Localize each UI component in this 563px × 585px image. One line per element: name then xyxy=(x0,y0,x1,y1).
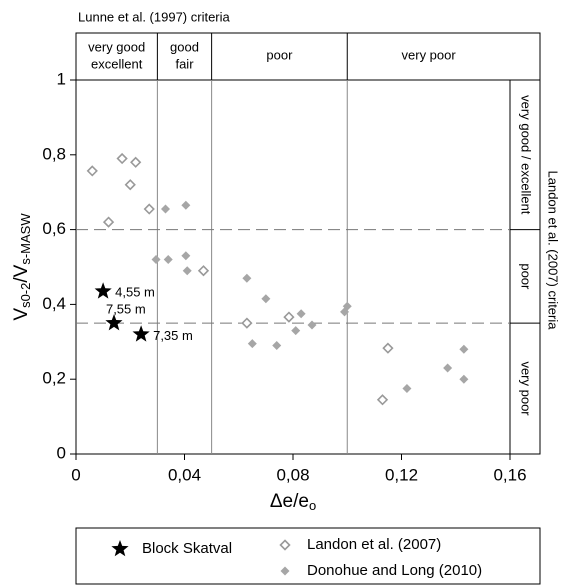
x-label-part: Δe/e xyxy=(270,491,309,512)
diamond-marker xyxy=(124,179,136,191)
zone-label: very good / excellent xyxy=(519,95,534,215)
zone-label: excellent xyxy=(91,56,143,71)
diamond-marker xyxy=(151,255,161,265)
diamond-marker xyxy=(86,165,98,177)
x-axis-label: Δe/eo xyxy=(270,491,316,513)
diamond-marker xyxy=(102,216,115,228)
legend-frame xyxy=(75,527,541,585)
diamond-marker xyxy=(382,342,394,354)
zone-label: poor xyxy=(519,263,534,290)
diamond-marker xyxy=(402,384,412,394)
y-tick-label: 0,2 xyxy=(42,369,66,388)
point-label: 4,55 m xyxy=(115,285,155,300)
diamond-marker xyxy=(443,363,453,373)
y-label-part: s-MASW xyxy=(18,213,33,265)
diamond-marker xyxy=(241,317,253,329)
x-tick-label: 0,16 xyxy=(493,465,526,484)
diamond-marker xyxy=(130,156,142,168)
y-tick-label: 0,8 xyxy=(42,144,66,163)
diamond-marker xyxy=(307,320,317,330)
diamond-marker xyxy=(291,326,301,336)
zone-label: very good xyxy=(88,39,145,54)
y-tick-label: 0,6 xyxy=(42,219,66,238)
x-tick-label: 0,04 xyxy=(168,465,201,484)
y-tick-label: 1 xyxy=(57,69,66,88)
diamond-marker xyxy=(261,294,271,304)
diamond-marker xyxy=(459,374,469,384)
y-tick-label: 0 xyxy=(57,443,66,462)
y-label-part: s0-2 xyxy=(18,283,33,308)
diamond-marker xyxy=(161,204,171,214)
star-marker xyxy=(111,540,129,557)
legend-label: Landon et al. (2007) xyxy=(307,536,441,553)
x-label-sub: o xyxy=(309,498,316,513)
diamond-marker xyxy=(279,539,291,551)
diamond-marker xyxy=(181,251,191,261)
y-tick-label: 0,4 xyxy=(42,294,66,313)
diamond-marker xyxy=(181,200,191,210)
diamond-marker xyxy=(242,273,252,283)
zone-label: poor xyxy=(266,47,293,62)
x-tick-label: 0 xyxy=(71,465,80,484)
star-marker xyxy=(94,282,112,299)
diamond-marker xyxy=(163,255,173,265)
top-zone-frame xyxy=(75,32,541,81)
diamond-marker xyxy=(272,341,282,351)
legend: Block Skatval Landon et al. (2007) Donohue… xyxy=(75,527,541,585)
zone-label: very poor xyxy=(519,361,534,416)
zone-title: Lunne et al. (1997) criteria xyxy=(78,9,231,24)
zone-label: fair xyxy=(175,56,194,71)
star-marker xyxy=(132,325,150,342)
zone-label: very poor xyxy=(402,47,457,62)
right-zone-frame xyxy=(509,79,541,455)
y-label-part: V xyxy=(11,308,32,321)
diamond-marker xyxy=(182,266,192,276)
x-tick-label: 0,12 xyxy=(385,465,418,484)
y-label-part: /V xyxy=(11,264,32,282)
diamond-marker xyxy=(247,339,257,349)
diamond-marker xyxy=(459,344,469,354)
diamond-marker xyxy=(280,566,290,576)
diamond-marker xyxy=(342,301,352,311)
diamond-marker xyxy=(296,309,306,319)
diamond-marker xyxy=(143,203,155,215)
legend-label: Block Skatval xyxy=(142,540,232,557)
star-marker xyxy=(105,314,123,331)
point-label: 7,55 m xyxy=(106,302,146,317)
plot-frame xyxy=(75,79,511,455)
diamond-marker xyxy=(283,311,295,323)
y-axis-label: Vs0-2/Vs-MASW xyxy=(11,213,33,321)
zone-label: good xyxy=(170,39,199,54)
point-label: 7,35 m xyxy=(153,328,193,343)
diamond-marker xyxy=(116,152,128,165)
x-tick-label: 0,08 xyxy=(276,465,309,484)
zone-title: Landon et al. (2007) criteria xyxy=(546,171,561,331)
legend-label: Donohue and Long (2010) xyxy=(307,562,482,579)
diamond-marker xyxy=(197,265,210,277)
diamond-marker xyxy=(376,394,389,406)
